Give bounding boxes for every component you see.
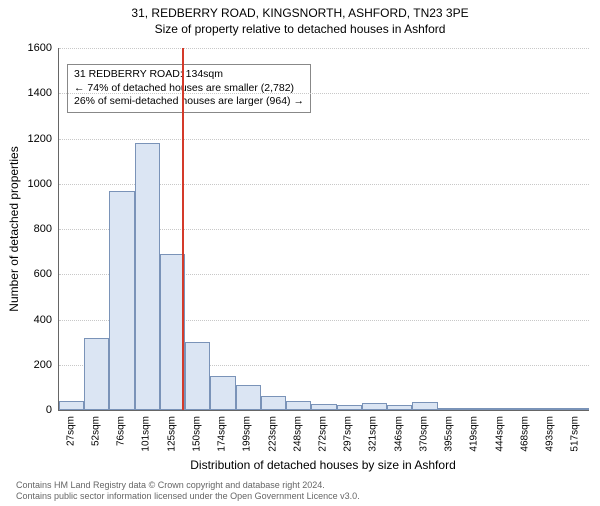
histogram-bar xyxy=(539,408,564,410)
y-tick-label: 1600 xyxy=(12,42,52,54)
histogram-bar xyxy=(412,402,437,410)
x-tick-label: 150sqm xyxy=(191,416,202,452)
x-axis-label: Distribution of detached houses by size … xyxy=(190,458,456,472)
footer-attribution: Contains HM Land Registry data © Crown c… xyxy=(16,480,360,503)
histogram-bar xyxy=(286,401,311,410)
y-tick-label: 400 xyxy=(12,314,52,326)
marker-line xyxy=(182,48,184,410)
y-tick-label: 800 xyxy=(12,223,52,235)
title-line-1: 31, REDBERRY ROAD, KINGSNORTH, ASHFORD, … xyxy=(0,6,600,20)
histogram-bar xyxy=(59,401,84,410)
gridline xyxy=(59,139,589,140)
histogram-bar xyxy=(236,385,261,410)
x-tick-label: 444sqm xyxy=(494,416,505,452)
y-tick-label: 0 xyxy=(12,404,52,416)
histogram-bar xyxy=(488,408,513,410)
x-tick-label: 52sqm xyxy=(90,416,101,446)
x-tick-label: 517sqm xyxy=(570,416,581,452)
y-tick-label: 200 xyxy=(12,359,52,371)
title-line-2: Size of property relative to detached ho… xyxy=(0,22,600,36)
x-tick-label: 27sqm xyxy=(65,416,76,446)
x-tick-label: 468sqm xyxy=(519,416,530,452)
histogram-bar xyxy=(362,403,387,410)
y-tick-label: 600 xyxy=(12,268,52,280)
histogram-bar xyxy=(513,408,538,410)
annotation-box: 31 REDBERRY ROAD: 134sqm ← 74% of detach… xyxy=(67,64,311,113)
y-tick-label: 1200 xyxy=(12,133,52,145)
gridline xyxy=(59,93,589,94)
y-tick-label: 1000 xyxy=(12,178,52,190)
x-tick-label: 370sqm xyxy=(418,416,429,452)
histogram-bar xyxy=(210,376,235,410)
x-tick-label: 321sqm xyxy=(368,416,379,452)
histogram-bar xyxy=(185,342,210,410)
histogram-bar xyxy=(109,191,134,410)
histogram-bar xyxy=(438,408,463,410)
x-tick-label: 199sqm xyxy=(242,416,253,452)
y-tick-label: 1400 xyxy=(12,87,52,99)
annot-line-3: 26% of semi-detached houses are larger (… xyxy=(74,95,304,109)
histogram-bar xyxy=(84,338,109,410)
gridline xyxy=(59,48,589,49)
x-tick-label: 493sqm xyxy=(545,416,556,452)
histogram-bar xyxy=(311,404,336,410)
x-tick-label: 125sqm xyxy=(166,416,177,452)
histogram-chart: 31 REDBERRY ROAD: 134sqm ← 74% of detach… xyxy=(58,48,588,410)
footer-line-2: Contains public sector information licen… xyxy=(16,491,360,502)
histogram-bar xyxy=(135,143,160,410)
annot-line-1: 31 REDBERRY ROAD: 134sqm xyxy=(74,68,304,82)
histogram-bar xyxy=(564,408,589,410)
plot-region: 31 REDBERRY ROAD: 134sqm ← 74% of detach… xyxy=(58,48,589,411)
x-tick-label: 272sqm xyxy=(318,416,329,452)
x-tick-label: 419sqm xyxy=(469,416,480,452)
x-tick-label: 395sqm xyxy=(444,416,455,452)
histogram-bar xyxy=(337,405,362,410)
x-tick-label: 223sqm xyxy=(267,416,278,452)
x-tick-label: 101sqm xyxy=(141,416,152,452)
histogram-bar xyxy=(261,396,286,410)
x-tick-label: 248sqm xyxy=(292,416,303,452)
x-tick-label: 346sqm xyxy=(393,416,404,452)
histogram-bar xyxy=(463,408,488,410)
histogram-bar xyxy=(387,405,412,410)
x-tick-label: 174sqm xyxy=(217,416,228,452)
footer-line-1: Contains HM Land Registry data © Crown c… xyxy=(16,480,360,491)
x-tick-label: 297sqm xyxy=(343,416,354,452)
x-tick-label: 76sqm xyxy=(116,416,127,446)
